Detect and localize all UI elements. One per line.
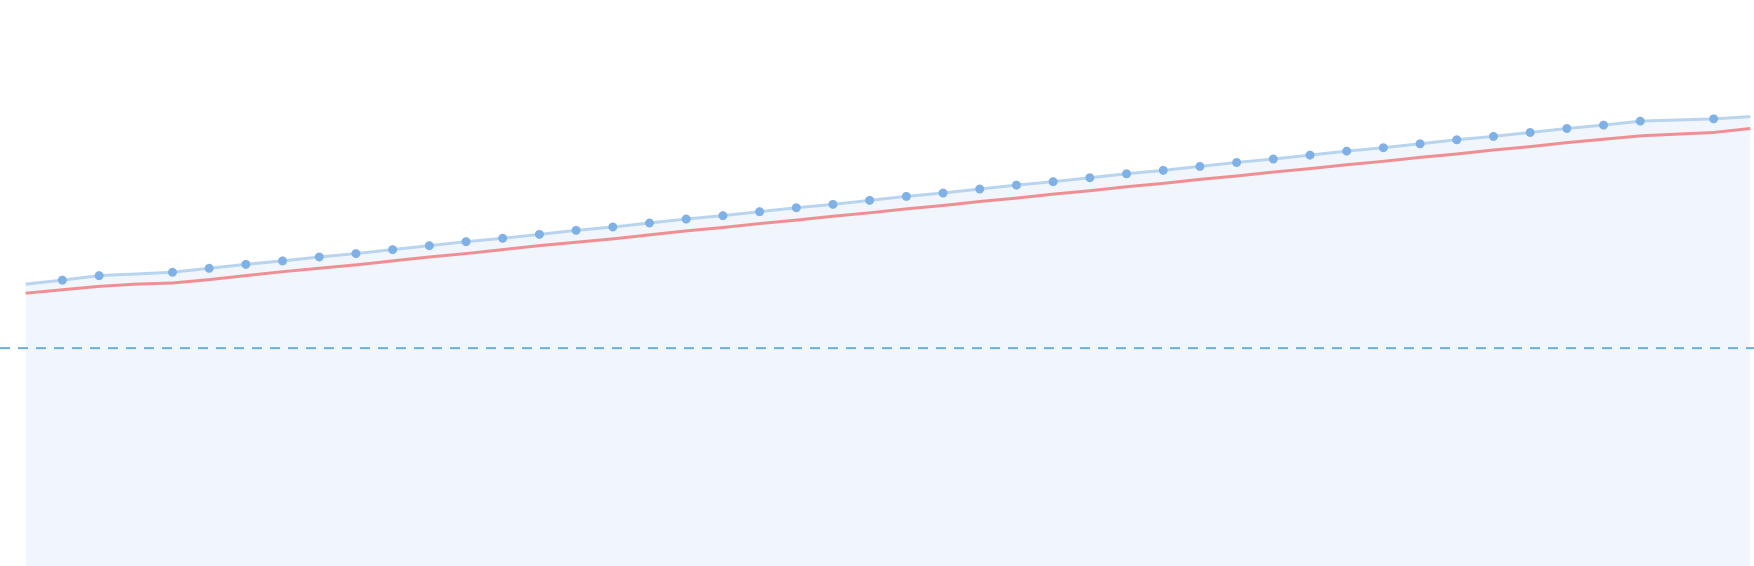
series-1-point	[351, 249, 361, 259]
series-1-point	[94, 271, 104, 281]
series-1-point	[1268, 154, 1278, 164]
area-fill	[25, 116, 1751, 566]
series-1-point	[1599, 120, 1609, 130]
series-1-point	[901, 191, 911, 201]
series-1-point	[865, 195, 875, 205]
series-lines-layer	[25, 115, 1751, 295]
series-1-point	[681, 214, 691, 224]
series-1-point	[1452, 135, 1462, 145]
series-1-point	[608, 222, 618, 232]
series-1-point	[1562, 123, 1572, 133]
series-1-point	[644, 218, 654, 228]
series-1-line	[25, 115, 1751, 286]
series-1-point	[791, 203, 801, 213]
series-1-point	[204, 263, 214, 273]
series-1-point	[1525, 127, 1535, 137]
series-1-point	[975, 184, 985, 194]
series-1-point	[388, 245, 398, 255]
series-1-point	[1305, 150, 1315, 160]
series-1-point	[241, 259, 251, 269]
series-1-point	[1635, 116, 1645, 126]
series-1-point	[57, 275, 67, 285]
series-1-point	[1232, 157, 1242, 167]
series-1-point	[1085, 173, 1095, 183]
series-1-point	[1709, 114, 1719, 124]
series-1-point	[755, 207, 765, 217]
area-fill-layer	[25, 116, 1751, 566]
series-1-point	[938, 188, 948, 198]
series-1-point	[167, 267, 177, 277]
series-1-point	[718, 211, 728, 221]
series-1-point	[534, 229, 544, 239]
series-1-point	[278, 256, 288, 266]
series-2-line	[25, 126, 1751, 295]
series-1-point	[1378, 143, 1388, 153]
series-1-point	[424, 241, 434, 251]
series-1-point	[1415, 139, 1425, 149]
series-1-point	[314, 252, 324, 262]
series-1-point	[461, 237, 471, 247]
series-1-point	[498, 233, 508, 243]
series-1-point	[571, 225, 581, 235]
series-1-point	[1342, 146, 1352, 156]
series-markers-layer	[57, 114, 1719, 285]
series-1-point	[1011, 180, 1021, 190]
series-1-point	[828, 199, 838, 209]
series-1-point	[1122, 169, 1132, 179]
series-1-point	[1488, 131, 1498, 141]
series-1-point	[1158, 165, 1168, 175]
series-1-point	[1195, 161, 1205, 171]
series-1-point	[1048, 177, 1058, 187]
